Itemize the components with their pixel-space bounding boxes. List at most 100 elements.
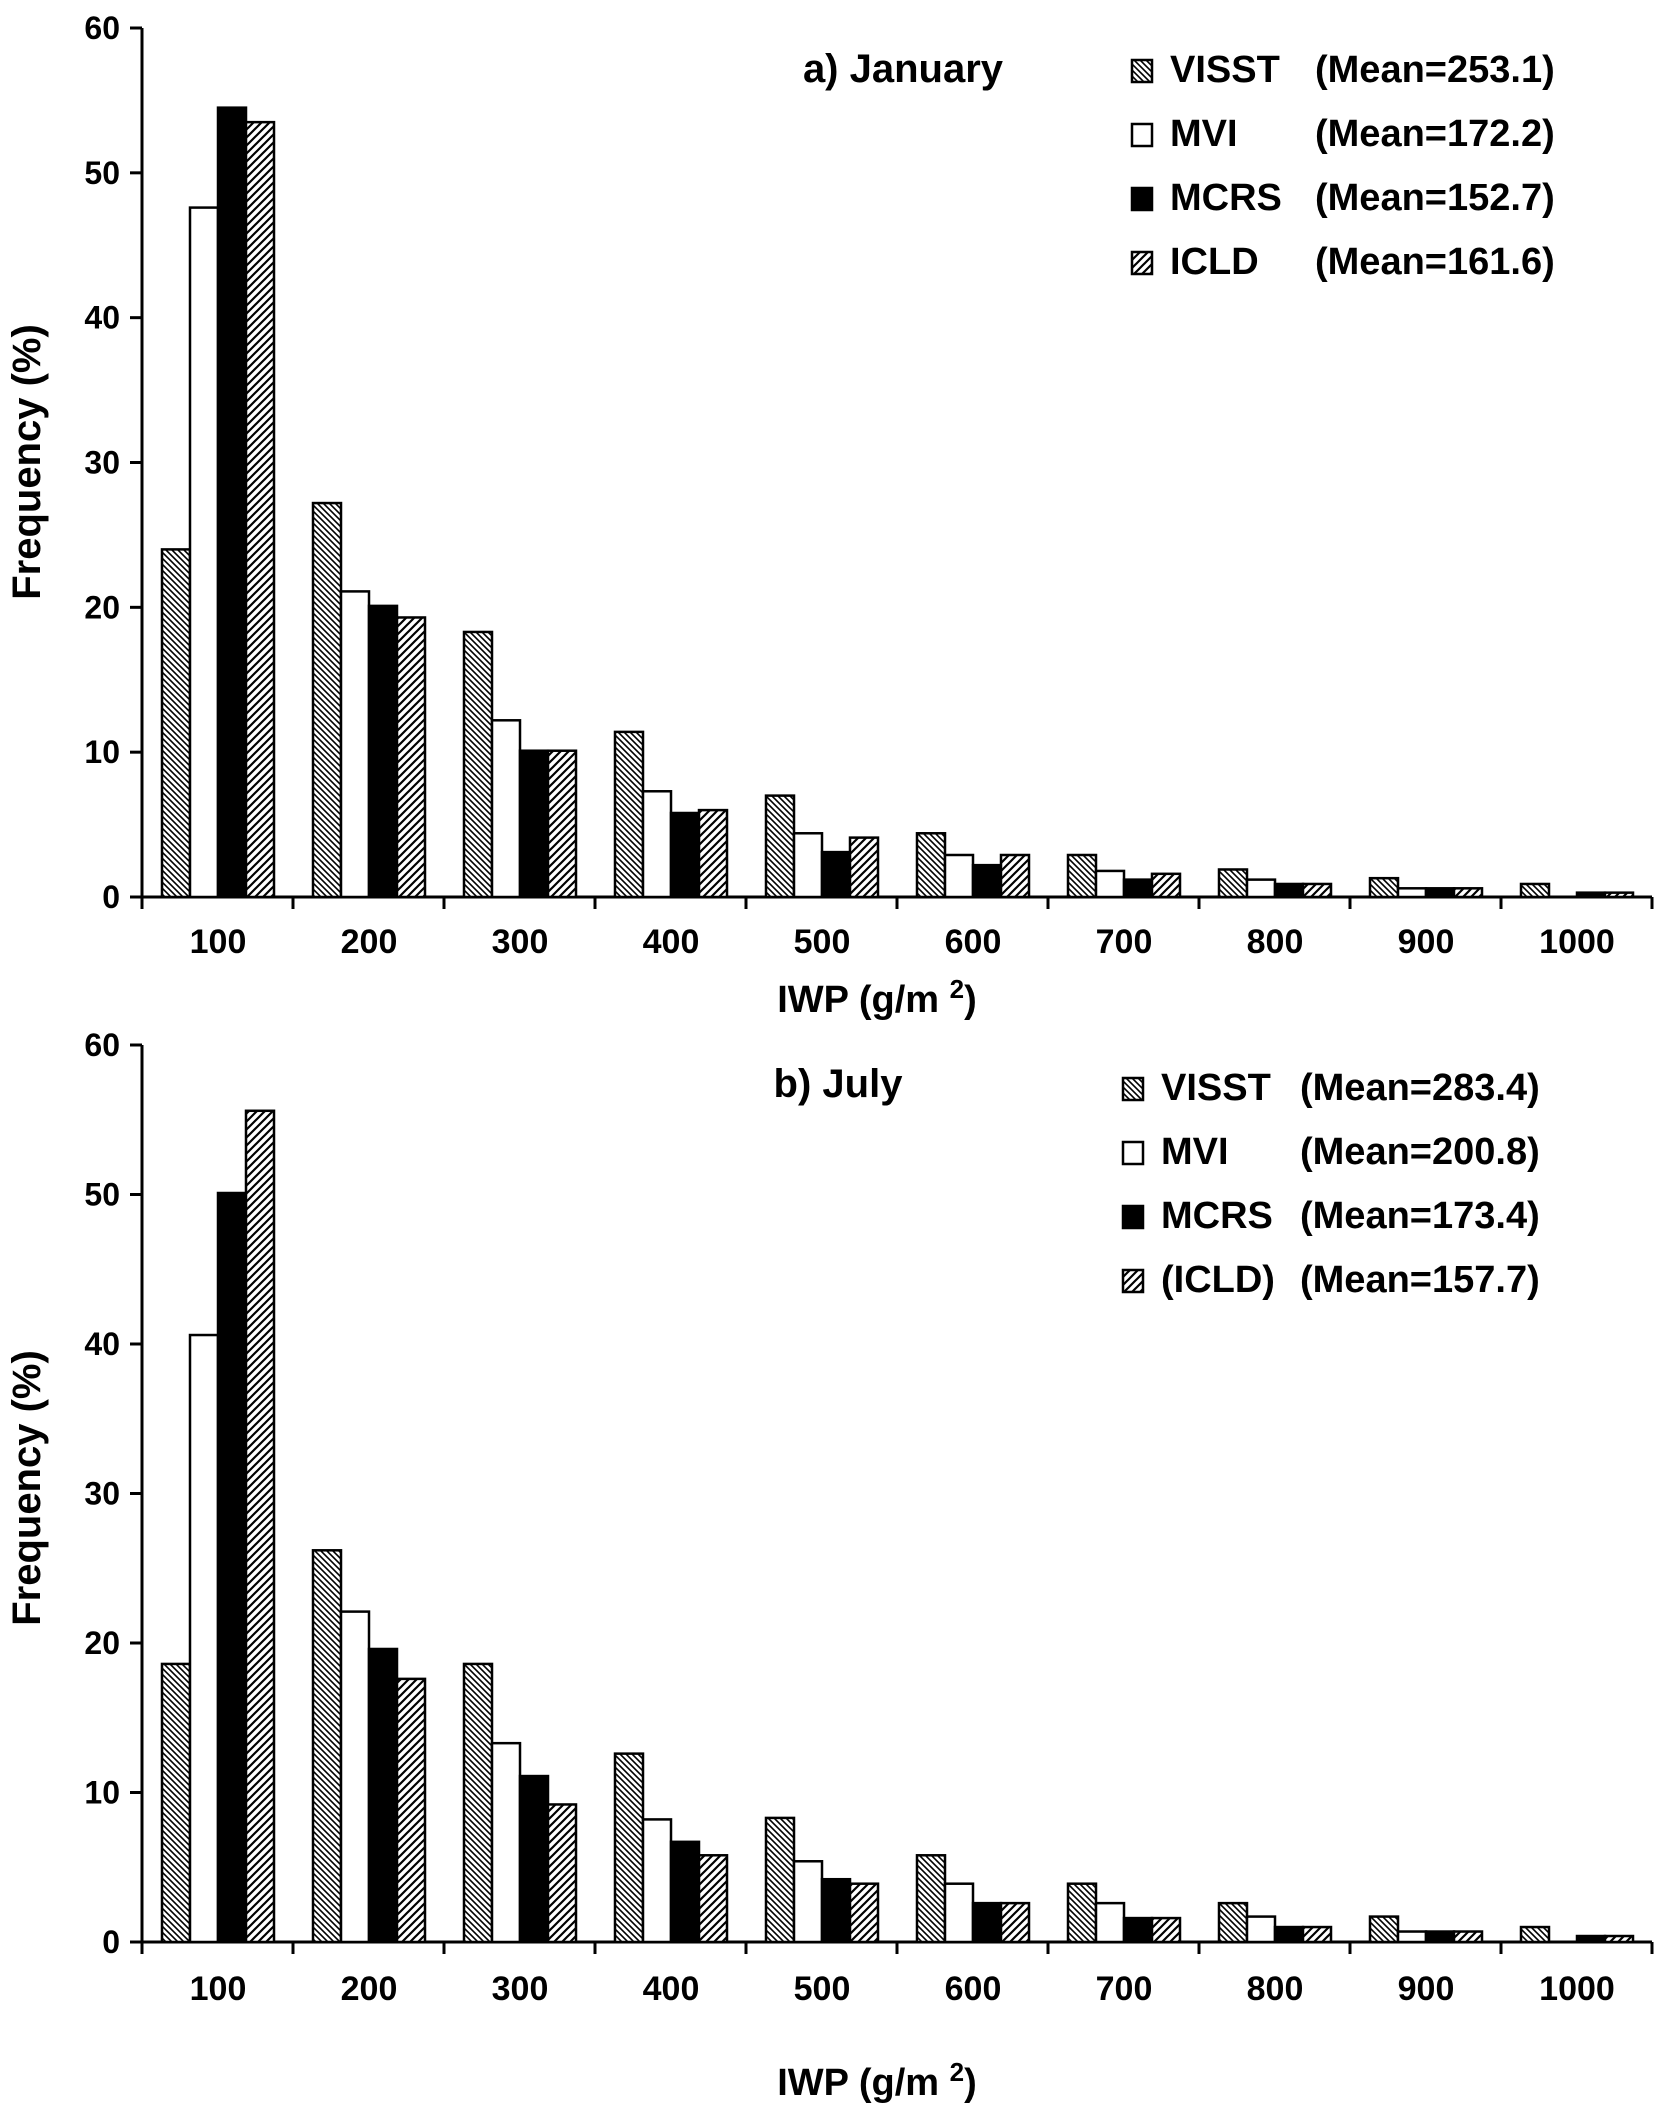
bar-icld xyxy=(848,836,880,899)
bar-mcrs xyxy=(1122,1916,1154,1944)
bar-mvi xyxy=(490,719,522,899)
bar-mvi xyxy=(943,853,975,899)
legend-mean: (Mean=157.7) xyxy=(1300,1259,1540,1301)
bar-visst xyxy=(1519,1925,1551,1944)
x-tick-label: 600 xyxy=(945,1970,1002,2008)
x-tick-label: 600 xyxy=(945,923,1002,961)
legend-series-name: ICLD xyxy=(1170,241,1259,283)
x-tick-label: 200 xyxy=(341,923,398,961)
bar-mcrs xyxy=(518,749,550,899)
bar-visst xyxy=(1368,876,1400,899)
bar-visst xyxy=(462,1662,494,1944)
legend-swatch-visst xyxy=(1121,1076,1145,1102)
bar-icld xyxy=(999,1901,1031,1944)
y-tick-label: 0 xyxy=(102,1924,120,1960)
legend-series-name: MCRS xyxy=(1161,1195,1273,1237)
bar-icld xyxy=(395,616,427,899)
bar-visst xyxy=(1519,882,1551,899)
bar-icld xyxy=(697,1854,729,1944)
bar-visst xyxy=(1217,868,1249,899)
legend-swatch-mvi xyxy=(1121,1140,1145,1166)
bar-mcrs xyxy=(1122,878,1154,899)
bar-mvi xyxy=(339,590,371,899)
bar-mvi xyxy=(792,1860,824,1944)
legend-series-name: MVI xyxy=(1161,1131,1229,1173)
bar-visst xyxy=(160,548,192,899)
bar-mcrs xyxy=(1424,1930,1456,1944)
bar-mvi xyxy=(641,1818,673,1944)
legend-mean: (Mean=283.4) xyxy=(1300,1067,1540,1109)
bar-icld xyxy=(395,1677,427,1944)
bar-mvi xyxy=(1245,878,1277,899)
bar-mvi xyxy=(188,1333,220,1944)
legend-series-name: (ICLD) xyxy=(1161,1259,1275,1301)
bar-visst xyxy=(764,794,796,899)
bar-mcrs xyxy=(1575,1934,1607,1944)
bar-mcrs xyxy=(669,811,701,899)
legend-mean: (Mean=161.6) xyxy=(1315,241,1555,283)
x-tick-label: 800 xyxy=(1247,1970,1304,2008)
legend-series-name: VISST xyxy=(1170,49,1280,91)
bar-icld xyxy=(999,853,1031,899)
x-axis-label: IWP (g/m 2) xyxy=(777,974,977,1021)
y-axis-label: Frequency (%) xyxy=(5,324,49,600)
bar-icld xyxy=(848,1882,880,1944)
bar-icld xyxy=(697,808,729,899)
x-axis-label: IWP (g/m 2) xyxy=(777,2057,977,2104)
bar-mvi xyxy=(641,790,673,899)
bar-icld xyxy=(546,1803,578,1944)
bar-mcrs xyxy=(971,863,1003,899)
bar-mvi xyxy=(1094,1901,1126,1944)
bar-icld xyxy=(1301,1925,1333,1944)
x-tick-label: 500 xyxy=(794,1970,851,2008)
bar-icld xyxy=(1150,872,1182,899)
legend-series-name: VISST xyxy=(1161,1067,1271,1109)
bar-mcrs xyxy=(1273,882,1305,899)
bar-icld xyxy=(1603,1934,1635,1944)
y-tick-label: 20 xyxy=(84,1625,120,1661)
bar-mcrs xyxy=(367,604,399,899)
bar-mcrs xyxy=(971,1901,1003,1944)
bar-visst xyxy=(1217,1901,1249,1944)
bar-mvi xyxy=(1396,887,1428,899)
bar-visst xyxy=(1368,1915,1400,1944)
x-tick-label: 900 xyxy=(1398,923,1455,961)
bar-visst xyxy=(915,1854,947,1944)
x-axis-label-superscript: 2 xyxy=(950,974,964,1004)
y-tick-label: 40 xyxy=(84,300,120,336)
bar-mvi xyxy=(943,1882,975,1944)
y-tick-label: 30 xyxy=(84,445,120,481)
x-tick-label: 300 xyxy=(492,923,549,961)
bar-visst xyxy=(613,730,645,899)
bar-mcrs xyxy=(1424,887,1456,899)
bar-visst xyxy=(311,1549,343,1944)
x-tick-label: 100 xyxy=(190,1970,247,2008)
y-tick-label: 60 xyxy=(84,1027,120,1063)
bar-icld xyxy=(1452,1930,1484,1944)
bar-mvi xyxy=(490,1741,522,1944)
bar-visst xyxy=(613,1752,645,1944)
x-tick-label: 300 xyxy=(492,1970,549,2008)
bar-icld xyxy=(546,749,578,899)
bar-visst xyxy=(915,832,947,899)
legend-swatch-mcrs xyxy=(1130,186,1154,212)
legend-swatch-icld xyxy=(1130,250,1154,276)
bar-icld xyxy=(244,1109,276,1944)
bar-mcrs xyxy=(1273,1925,1305,1944)
x-tick-label: 400 xyxy=(643,1970,700,2008)
x-tick-label: 100 xyxy=(190,923,247,961)
y-tick-label: 50 xyxy=(84,155,120,191)
bar-mcrs xyxy=(669,1840,701,1944)
legend-mean: (Mean=173.4) xyxy=(1300,1195,1540,1237)
bar-mvi xyxy=(1396,1930,1428,1944)
bar-icld xyxy=(1452,887,1484,899)
x-tick-label: 800 xyxy=(1247,923,1304,961)
x-tick-label: 1000 xyxy=(1539,1970,1615,2008)
legend-series-name: MCRS xyxy=(1170,177,1282,219)
bar-mvi xyxy=(1245,1915,1277,1944)
bar-icld xyxy=(1603,891,1635,899)
bar-mvi xyxy=(188,206,220,899)
bar-icld xyxy=(1150,1916,1182,1944)
bar-mcrs xyxy=(820,1877,852,1944)
x-tick-label: 500 xyxy=(794,923,851,961)
